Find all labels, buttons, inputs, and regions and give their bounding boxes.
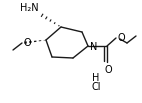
Text: H₂N: H₂N xyxy=(20,3,39,13)
Text: Cl: Cl xyxy=(91,82,101,92)
Text: O: O xyxy=(117,33,125,43)
Text: N: N xyxy=(90,42,97,52)
Text: H: H xyxy=(92,73,100,83)
Text: O: O xyxy=(23,38,31,48)
Text: O: O xyxy=(104,65,112,75)
